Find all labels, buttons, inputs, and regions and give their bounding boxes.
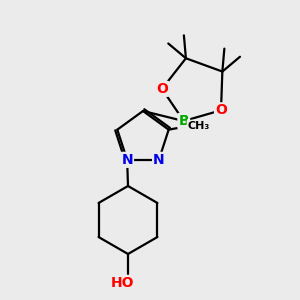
Text: N: N: [121, 153, 133, 167]
Text: HO: HO: [111, 276, 135, 290]
Text: N: N: [153, 153, 165, 167]
Text: B: B: [178, 114, 189, 128]
Text: O: O: [215, 103, 227, 117]
Text: O: O: [156, 82, 168, 96]
Text: CH₃: CH₃: [188, 121, 210, 131]
